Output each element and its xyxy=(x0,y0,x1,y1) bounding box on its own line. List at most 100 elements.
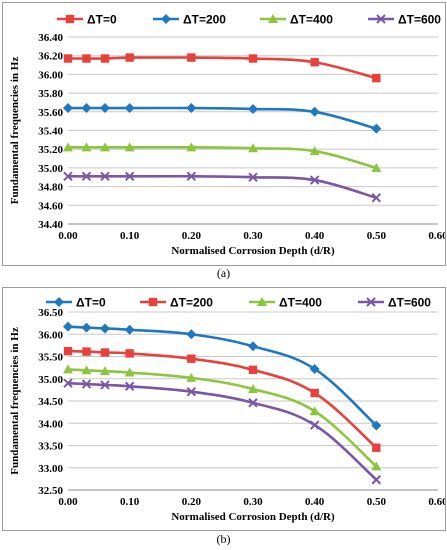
chart-a-y-tick-label: 34.40 xyxy=(38,219,63,231)
chart-a-x-tick-label: 0.50 xyxy=(367,230,387,242)
chart-b-series-line xyxy=(67,325,378,427)
chart-a-data-point xyxy=(310,58,319,67)
chart-b-legend-label: ΔT=600 xyxy=(388,296,431,310)
chart-a-data-point xyxy=(371,162,382,172)
chart-b-legend: ΔT=0 ΔT=200 ΔT=400 ΔT=600 xyxy=(46,296,431,310)
chart-b-data-point xyxy=(309,420,320,430)
chart-b-y-tick-label: 35.00 xyxy=(38,374,63,386)
chart-b-data-point xyxy=(124,381,135,392)
chart-b-legend-marker xyxy=(257,297,267,306)
chart-panel-a: 34.40 34.60 34.80 35.00 35.20 35.40 35.60 35.80… xyxy=(2,2,446,266)
chart-a-legend-label: ΔT=600 xyxy=(398,13,441,27)
chart-b-data-point xyxy=(100,380,110,390)
chart-b-x-tick-label: 0.20 xyxy=(182,496,202,508)
chart-a-data-point xyxy=(63,171,73,182)
chart-b-legend-label: ΔT=400 xyxy=(279,296,322,310)
chart-a-y-tick-label: 35.40 xyxy=(38,126,63,138)
chart-a-series-3 xyxy=(63,171,382,203)
chart-a-data-point xyxy=(63,142,73,152)
chart-b-data-point xyxy=(63,364,73,374)
caption-a: (a) xyxy=(216,266,231,280)
chart-b-legend-label: ΔT=200 xyxy=(170,296,213,310)
chart-b-data-point xyxy=(82,347,91,356)
chart-b-data-point xyxy=(248,365,258,375)
chart-b-data-point xyxy=(371,461,382,471)
chart-a-x-tick-label: 0.10 xyxy=(120,230,140,242)
chart-a-series-2 xyxy=(63,142,382,172)
chart-a-y-tick-label: 34.60 xyxy=(38,200,63,212)
chart-a-data-point xyxy=(186,171,197,182)
chart-a-series-1 xyxy=(63,103,382,134)
chart-a-data-point xyxy=(82,54,91,63)
chart-b-data-point xyxy=(63,321,73,332)
chart-a-x-tick-label: 0.00 xyxy=(58,230,78,242)
chart-a-y-tick-label: 35.80 xyxy=(38,88,63,100)
chart-b-series-line xyxy=(67,349,378,449)
chart-b-data-point xyxy=(186,329,197,340)
chart-a-legend-marker xyxy=(65,14,75,24)
chart-a-data-point xyxy=(100,54,110,63)
chart-b-y-tick-label: 32.50 xyxy=(38,485,63,497)
chart-panel-b: 32.50 33.00 33.50 34.00 34.50 35.00 35.50 36.00… xyxy=(2,287,446,531)
chart-a-data-point xyxy=(248,143,258,153)
chart-a-data-point xyxy=(186,142,197,152)
chart-b-data-point xyxy=(371,420,382,431)
chart-b-data-point xyxy=(81,365,92,375)
chart-a-x-tick-label: 0.20 xyxy=(182,230,202,242)
chart-b-data-point xyxy=(100,348,110,357)
chart-a-data-point xyxy=(100,103,110,114)
chart-a-legend-marker xyxy=(376,14,386,24)
chart-a-x-axis-title: Normalised Corrosion Depth (d/R) xyxy=(171,245,335,257)
chart-a-data-point xyxy=(81,171,92,182)
chart-b-series-3 xyxy=(63,378,382,485)
chart-b-y-tick-label: 34.00 xyxy=(38,418,63,430)
chart-a-data-point xyxy=(371,123,382,134)
chart-a-x-tick-label: 0.30 xyxy=(243,230,263,242)
chart-a-y-tick-label: 36.20 xyxy=(38,51,63,63)
chart-b-data-point xyxy=(81,322,92,333)
chart-a-data-point xyxy=(248,103,258,114)
chart-b-legend-label: ΔT=0 xyxy=(76,296,106,310)
chart-a-gridlines xyxy=(68,36,438,225)
chart-a-y-axis-title: Fundamental frequencies in Hz xyxy=(9,57,21,205)
chart-b-series-2 xyxy=(63,364,382,471)
chart-b-series-0 xyxy=(63,321,382,431)
chart-a-data-point xyxy=(63,54,73,63)
chart-b-data-point xyxy=(124,324,135,335)
chart-b-data-point xyxy=(186,386,197,397)
chart-b-data-point xyxy=(124,367,135,377)
chart-b-y-tick-label: 35.50 xyxy=(38,352,63,364)
chart-b-series-1 xyxy=(63,346,381,452)
caption-b: (b) xyxy=(216,532,231,546)
chart-a-data-point xyxy=(81,103,92,114)
chart-a-data-point xyxy=(125,53,134,62)
chart-b-data-point xyxy=(309,363,320,374)
chart-b-data-point xyxy=(63,346,73,356)
chart-b-y-axis-title: Fundamental frequencies in Hz xyxy=(9,327,21,475)
chart-a-legend-label: ΔT=0 xyxy=(87,13,117,27)
chart-b-x-tick-label: 0.30 xyxy=(243,496,263,508)
chart-a-x-tick-label: 0.40 xyxy=(305,230,325,242)
chart-b-x-axis-title: Normalised Corrosion Depth (d/R) xyxy=(171,511,335,523)
chart-a-data-point xyxy=(309,106,320,117)
chart-a-data-point xyxy=(124,103,135,114)
chart-b-series-line xyxy=(67,368,378,468)
chart-b-data-point xyxy=(248,341,258,352)
chart-a-series-line xyxy=(68,106,377,130)
chart-b-data-point xyxy=(100,366,110,376)
chart-b-y-tick-label: 36.00 xyxy=(38,329,63,341)
chart-a-data-point xyxy=(187,53,196,62)
chart-a-data-point xyxy=(371,193,382,203)
chart-b-x-tick-label: 0.60 xyxy=(428,496,445,508)
chart-a-legend-marker xyxy=(161,14,171,24)
chart-b-legend-marker xyxy=(148,297,158,307)
chart-a-data-point xyxy=(309,175,320,185)
chart-a-data-point xyxy=(100,171,110,182)
chart-b-x-tick-label: 0.00 xyxy=(58,496,78,508)
chart-b-data-point xyxy=(309,406,320,416)
chart-b-y-tick-label: 33.50 xyxy=(38,441,63,453)
chart-a-y-tick-label: 35.20 xyxy=(38,144,63,156)
chart-a-data-point xyxy=(186,103,197,114)
chart-b-data-point xyxy=(371,475,382,485)
chart-a-data-point xyxy=(248,54,258,63)
